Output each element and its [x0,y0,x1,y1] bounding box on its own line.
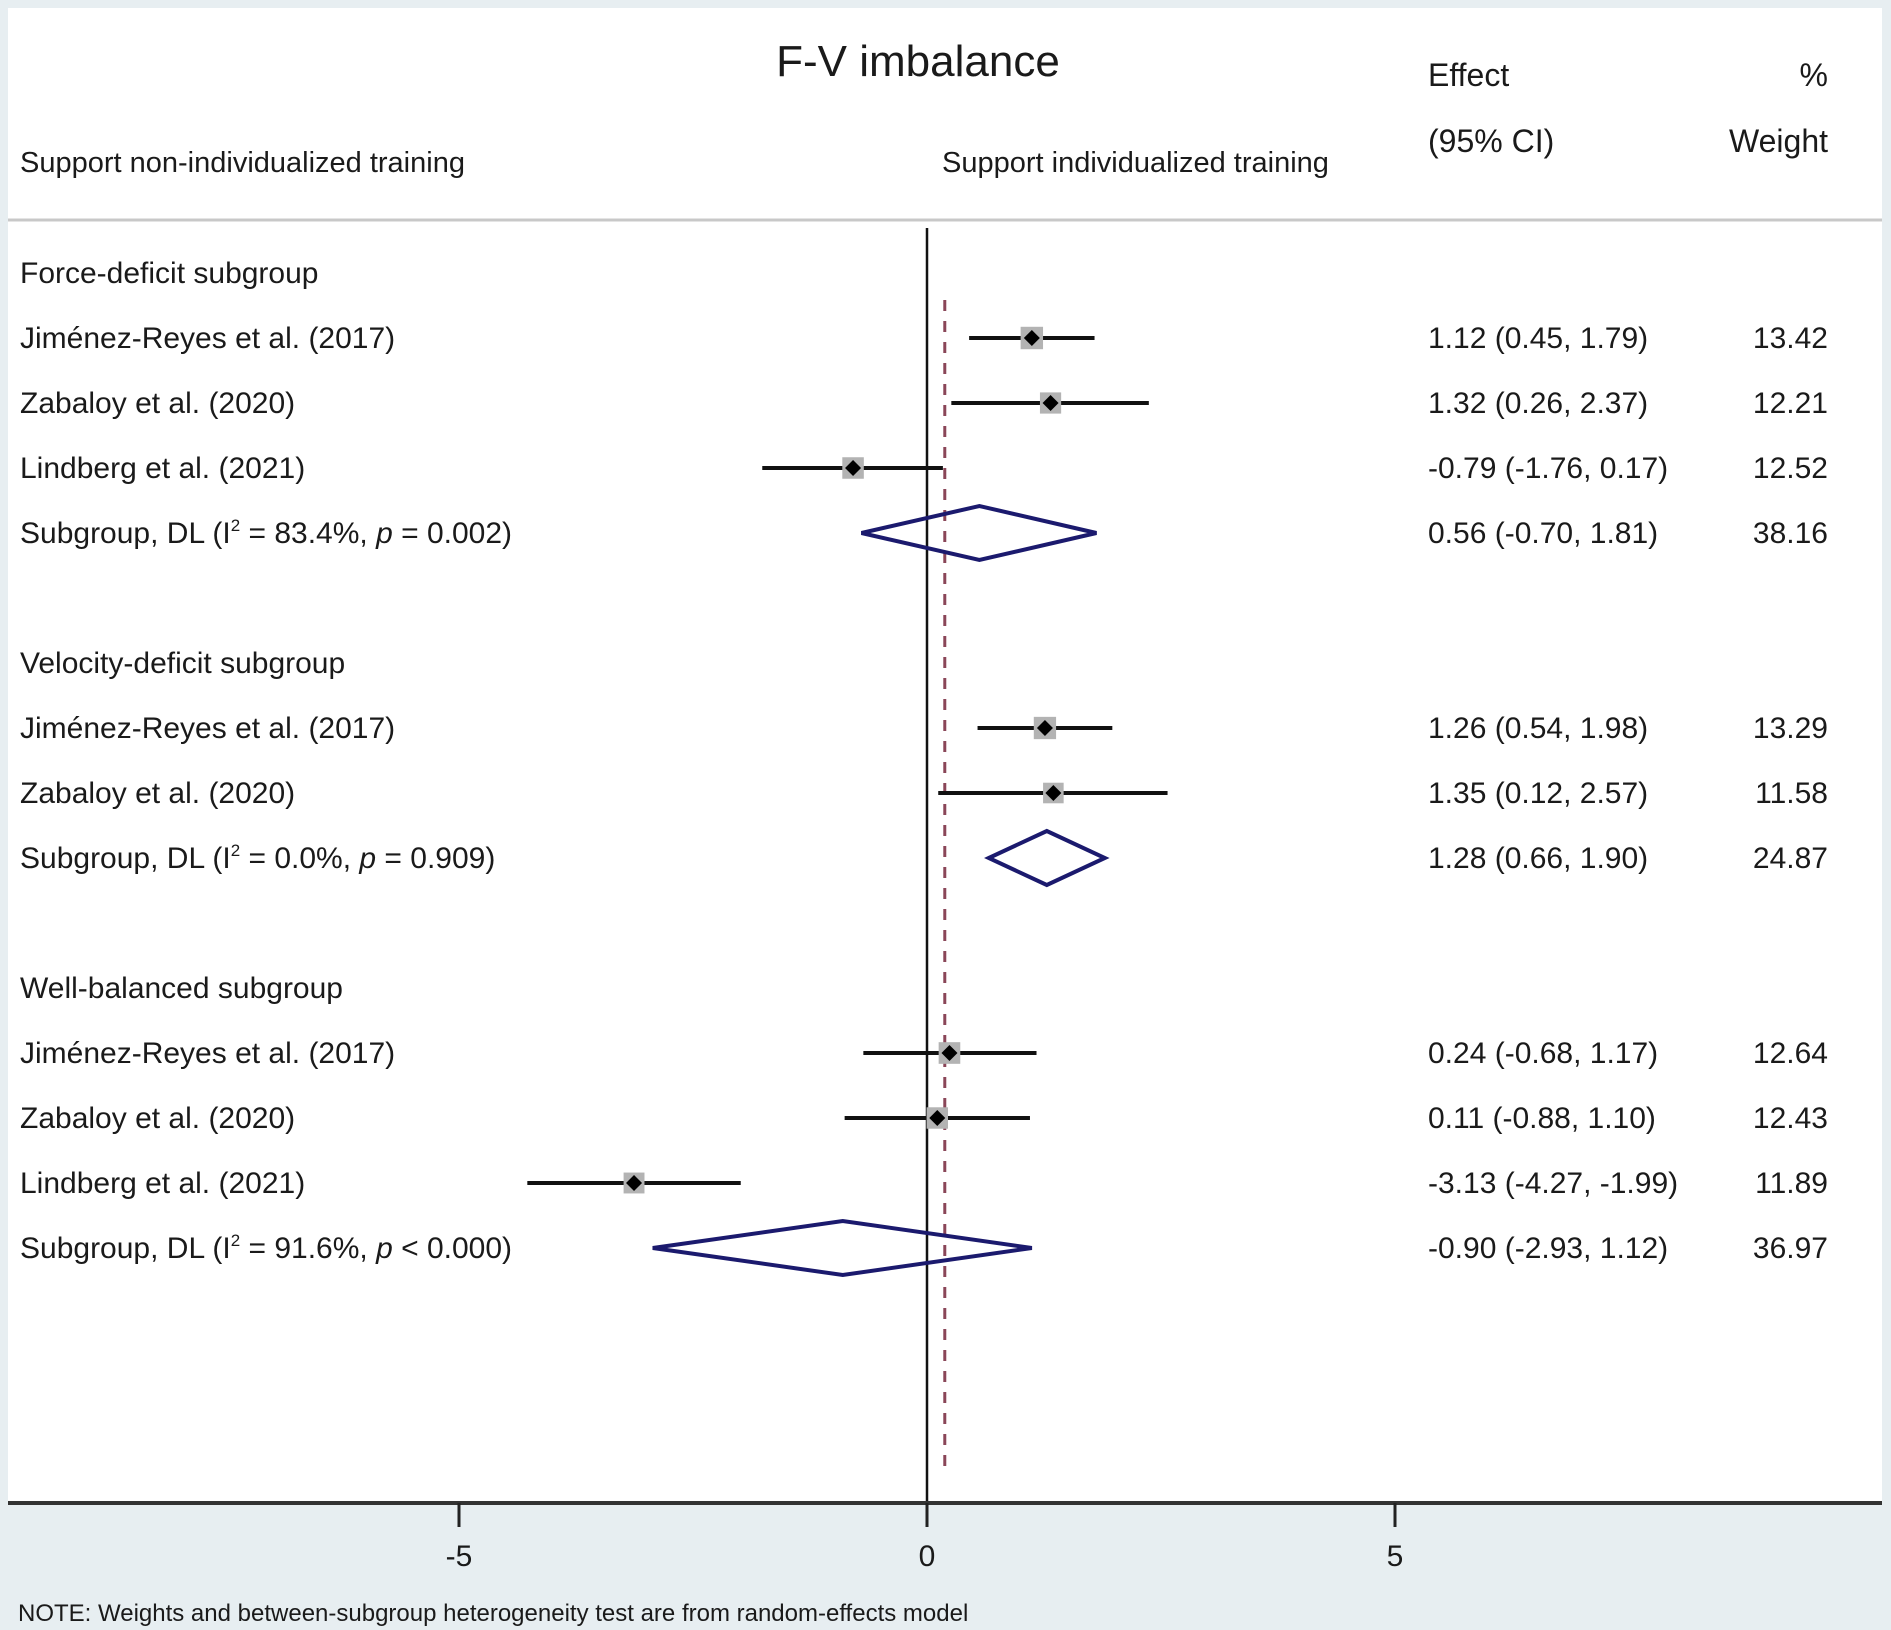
point-estimate-marker [845,460,862,476]
subgroup-summary-label: Subgroup, DL (I2 = 0.0%, p = 0.909) [20,841,495,875]
weight-header-line1: % [1800,57,1828,93]
weight-header-line2: Weight [1729,123,1828,159]
p-symbol: p [375,1232,393,1265]
row-study: Zabaloy et al. (2020) 1.35 (0.12, 2.57) 11… [20,777,1828,810]
pooled-estimate-diamond [984,828,1110,888]
row-subgroup: Subgroup, DL (I2 = 0.0%, p = 0.909) 1.28 … [20,828,1828,888]
study-label: Jiménez-Reyes et al. (2017) [20,1037,395,1070]
effect-ci-text: 1.32 (0.26, 2.37) [1428,387,1648,420]
effect-ci-text: -0.79 (-1.76, 0.17) [1428,452,1668,485]
i-squared-superscript: 2 [231,841,240,860]
weight-text: 11.89 [1755,1167,1828,1200]
row-study: Lindberg et al. (2021) -0.79 (-1.76, 0.17… [20,452,1828,485]
subgroup-header: Velocity-deficit subgroup [20,647,345,680]
subgroup-summary-label: Subgroup, DL (I2 = 83.4%, p = 0.002) [20,516,512,550]
label-part: Subgroup, DL (I [20,517,231,550]
label-part: = 0.909) [376,842,495,875]
row-study: Zabaloy et al. (2020) 0.11 (-0.88, 1.10) 1… [20,1102,1828,1135]
effect-ci-text: -0.90 (-2.93, 1.12) [1428,1232,1668,1265]
x-tick-label: -5 [446,1540,473,1573]
chart-title: F-V imbalance [776,37,1060,86]
effect-ci-text: 1.12 (0.45, 1.79) [1428,322,1648,355]
row-study: Jiménez-Reyes et al. (2017) 0.24 (-0.68, … [20,1037,1828,1070]
i-squared-superscript: 2 [231,516,240,535]
weight-text: 12.21 [1753,387,1828,420]
effect-ci-text: 0.24 (-0.68, 1.17) [1428,1037,1658,1070]
point-estimate-marker [1045,785,1062,801]
weight-text: 12.52 [1753,452,1828,485]
left-direction-label: Support non-individualized training [20,147,465,179]
effect-ci-text: 0.11 (-0.88, 1.10) [1428,1102,1656,1135]
label-part: = 0.0%, [240,842,359,875]
study-label: Zabaloy et al. (2020) [20,777,295,810]
point-estimate-marker [1023,330,1040,346]
weight-text: 36.97 [1753,1232,1828,1265]
x-tick-label: 5 [1387,1540,1404,1573]
weight-text: 12.64 [1753,1037,1828,1070]
point-estimate-marker [929,1110,946,1126]
point-estimate-marker [626,1175,643,1191]
right-direction-label: Support individualized training [942,147,1329,179]
label-part: < 0.000) [393,1232,512,1265]
point-estimate-marker [1036,720,1053,736]
study-label: Jiménez-Reyes et al. (2017) [20,322,395,355]
study-label: Zabaloy et al. (2020) [20,387,295,420]
row-subgroup: Subgroup, DL (I2 = 91.6%, p < 0.000) -0.9… [20,1218,1828,1278]
i-squared-superscript: 2 [231,1231,240,1250]
subgroup-summary-label: Subgroup, DL (I2 = 91.6%, p < 0.000) [20,1231,512,1265]
label-part: Subgroup, DL (I [20,842,231,875]
row-header: Force-deficit subgroup [20,257,318,290]
weight-text: 12.43 [1753,1102,1828,1135]
subgroup-header: Force-deficit subgroup [20,257,318,290]
study-label: Jiménez-Reyes et al. (2017) [20,712,395,745]
pooled-estimate-diamond [861,503,1097,563]
weight-text: 38.16 [1753,517,1828,550]
row-study: Jiménez-Reyes et al. (2017) 1.26 (0.54, 1… [20,712,1828,745]
label-part: = 83.4%, [240,517,376,550]
p-symbol: p [358,842,376,875]
x-tick-label: 0 [919,1540,936,1573]
effect-header-line1: Effect [1428,57,1509,93]
weight-text: 11.58 [1755,777,1828,810]
row-subgroup: Subgroup, DL (I2 = 83.4%, p = 0.002) 0.56… [20,503,1828,563]
effect-ci-text: -3.13 (-4.27, -1.99) [1428,1167,1678,1200]
effect-ci-text: 1.28 (0.66, 1.90) [1428,842,1648,875]
row-study: Lindberg et al. (2021) -3.13 (-4.27, -1.9… [20,1167,1828,1200]
study-label: Lindberg et al. (2021) [20,452,305,485]
point-estimate-marker [941,1045,958,1061]
weight-text: 13.29 [1753,712,1828,745]
study-label: Lindberg et al. (2021) [20,1167,305,1200]
weight-text: 13.42 [1753,322,1828,355]
label-part: Subgroup, DL (I [20,1232,231,1265]
study-label: Zabaloy et al. (2020) [20,1102,295,1135]
subgroup-header: Well-balanced subgroup [20,972,343,1005]
footnote: NOTE: Weights and between-subgroup heter… [18,1600,968,1627]
point-estimate-marker [1042,395,1059,411]
row-study: Zabaloy et al. (2020) 1.32 (0.26, 2.37) 12… [20,387,1828,420]
row-header: Velocity-deficit subgroup [20,647,345,680]
row-header: Well-balanced subgroup [20,972,343,1005]
weight-text: 24.87 [1753,842,1828,875]
effect-ci-text: 1.35 (0.12, 2.57) [1428,777,1648,810]
label-part: = 91.6%, [240,1232,376,1265]
row-study: Jiménez-Reyes et al. (2017) 1.12 (0.45, 1… [20,322,1828,355]
label-part: = 0.002) [393,517,512,550]
p-symbol: p [375,517,393,550]
effect-ci-text: 1.26 (0.54, 1.98) [1428,712,1648,745]
effect-header-line2: (95% CI) [1428,123,1554,159]
pooled-estimate-diamond [652,1218,1033,1278]
effect-ci-text: 0.56 (-0.70, 1.81) [1428,517,1658,550]
